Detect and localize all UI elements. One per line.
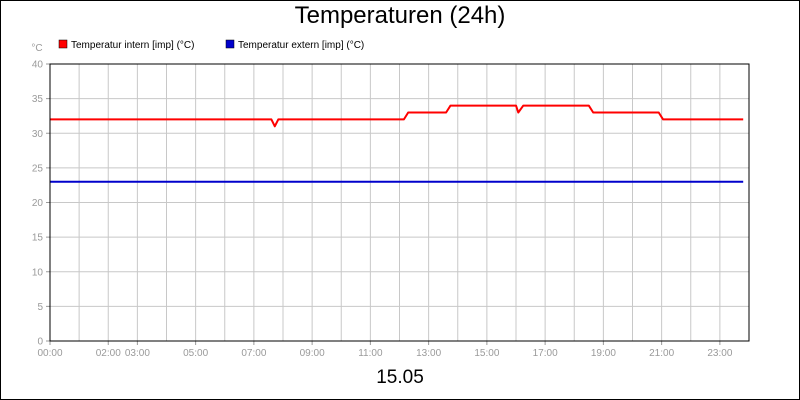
x-tick-label: 23:00 (707, 348, 732, 359)
x-tick-label: 02:00 (96, 348, 121, 359)
x-tick-label: 21:00 (649, 348, 674, 359)
y-tick-label: 5 (37, 302, 43, 313)
y-tick-label: 30 (32, 129, 44, 140)
chart-title: Temperaturen (24h) (294, 2, 506, 29)
y-tick-label: 15 (32, 233, 44, 244)
date-label: 15.05 (376, 367, 424, 388)
x-tick-label: 05:00 (183, 348, 208, 359)
x-tick-label: 00:00 (37, 348, 62, 359)
legend-label-extern: Temperatur extern [imp] (°C) (238, 40, 364, 51)
y-tick-label: 10 (32, 267, 44, 278)
plot-border (49, 63, 750, 342)
y-tick-label: 20 (32, 198, 44, 209)
x-tick-label: 13:00 (416, 348, 441, 359)
x-tick-label: 17:00 (533, 348, 558, 359)
x-tick-label: 11:00 (358, 348, 383, 359)
legend-swatch-intern (58, 39, 68, 49)
series-line-intern (50, 104, 744, 128)
y-tick-label: 40 (32, 60, 44, 71)
x-tick-label: 09:00 (300, 348, 325, 359)
legend-label-intern: Temperatur intern [imp] (°C) (71, 40, 194, 51)
y-tick-label: 35 (32, 94, 44, 105)
x-tick-label: 07:00 (241, 348, 266, 359)
x-tick-label: 15:00 (474, 348, 499, 359)
x-tick-label: 19:00 (591, 348, 616, 359)
y-tick-label: 0 (37, 337, 43, 348)
x-tick-label: 03:00 (125, 348, 150, 359)
legend-swatch-extern (225, 39, 235, 49)
y-unit-label: °C (31, 43, 42, 54)
y-tick-label: 25 (32, 163, 44, 174)
